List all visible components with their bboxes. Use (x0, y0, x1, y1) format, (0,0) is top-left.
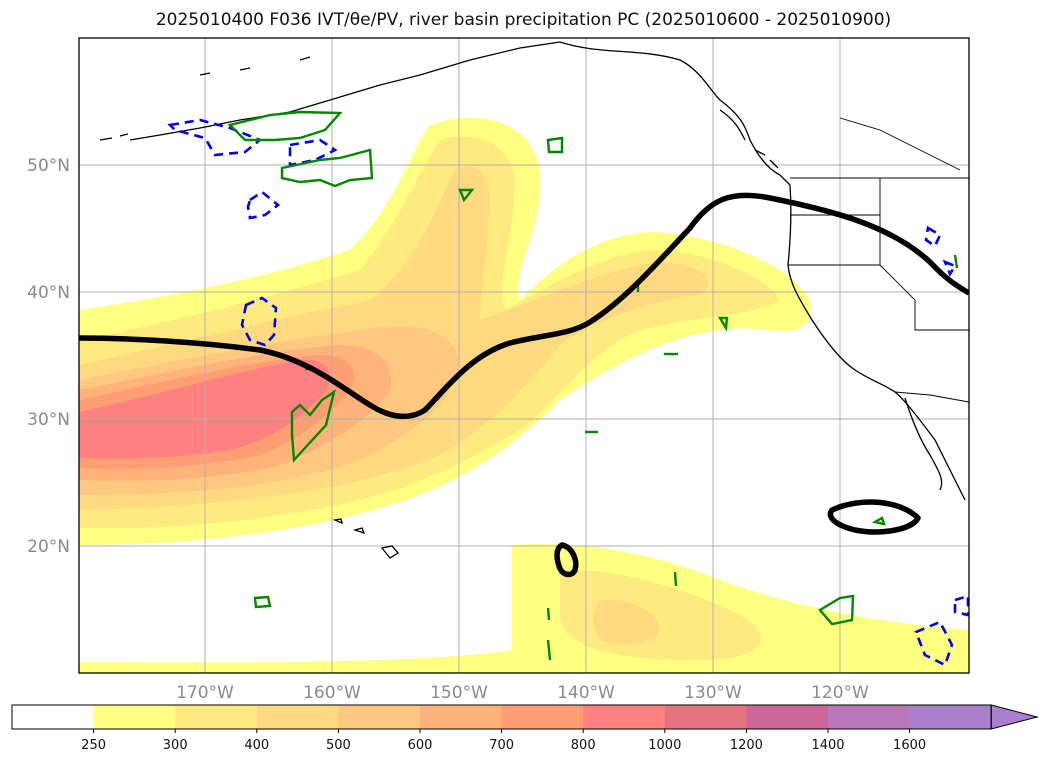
precip-contour-9 (717, 316, 729, 332)
pv-contour-4 (240, 296, 278, 347)
coast-hawaii-3 (332, 518, 343, 525)
precip-contour-8 (253, 595, 272, 609)
colorbar-bin (256, 705, 339, 729)
colorbar-bin (664, 705, 747, 729)
pv-contour-3 (246, 190, 281, 220)
map-layers (79, 38, 969, 673)
colorbar-tick-label: 400 (244, 738, 269, 753)
colorbar-bin (420, 705, 503, 729)
ivt-band-800 (79, 359, 330, 459)
lon-label-160w: 160°W (303, 683, 361, 703)
precip-contour-11 (546, 607, 551, 621)
theta-e-contour-south-1 (554, 542, 579, 578)
pv-contour-1 (167, 118, 263, 157)
border-us-mexico (894, 391, 969, 403)
lon-label-150w: 150°W (430, 683, 488, 703)
coast-gulf-of-alaska (559, 41, 966, 501)
precip-contour-3 (546, 136, 564, 154)
lat-label-20n: 20°N (27, 537, 70, 557)
coast-hawaii-1 (380, 545, 399, 559)
colorbar-tick-label: 1400 (811, 738, 844, 753)
map-frame (78, 37, 970, 674)
lat-label-50n: 50°N (27, 156, 70, 176)
precip-contour-12 (673, 571, 678, 587)
precip-contour-2 (280, 148, 374, 188)
colorbar-bin (583, 705, 666, 729)
colorbar-bin (12, 705, 95, 729)
colorbar-tick-label: 1600 (893, 738, 926, 753)
colorbar-tick-label: 700 (489, 738, 514, 753)
precip-contour-17 (953, 254, 959, 269)
theta-e-contour-main (79, 192, 969, 419)
colorbar-bin (175, 705, 258, 729)
colorbar-bin (93, 705, 176, 729)
theta-e-contours (79, 192, 969, 578)
pv-contour-7 (914, 620, 954, 667)
pv-contour-6 (942, 259, 957, 277)
colorbar-tick-label: 250 (81, 738, 106, 753)
pv-contour-8 (953, 594, 969, 617)
coast-hawaii-2 (352, 527, 366, 535)
precip-contour-10 (546, 639, 552, 661)
precip-contour-7 (871, 516, 886, 526)
lon-label-170w: 170°W (176, 683, 234, 703)
coast-baja (904, 397, 943, 491)
colorbar-tick-label: 1200 (730, 738, 763, 753)
lon-label-140w: 140°W (557, 683, 615, 703)
colorbar: 250 300 400 500 600 700 800 1000 1200 1400 1600 (11, 704, 1040, 753)
colorbar-bin (828, 705, 911, 729)
colorbar-tick-label: 800 (571, 738, 596, 753)
border-nv-ca (879, 264, 969, 331)
precip-contours (227, 110, 959, 661)
coast-aleutian-2 (99, 133, 129, 141)
colorbar-bin (501, 705, 584, 729)
lat-label-30n: 30°N (27, 410, 70, 430)
precip-contour-5 (290, 389, 336, 463)
pv-contours (167, 118, 969, 667)
political-borders (788, 117, 969, 403)
theta-e-contour-south-2 (827, 499, 921, 535)
coastlines (99, 41, 966, 559)
colorbar-tick-label: 600 (408, 738, 433, 753)
lon-label-130w: 130°W (684, 683, 742, 703)
lon-label-120w: 120°W (811, 683, 869, 703)
colorbar-bin (746, 705, 829, 729)
lat-label-40n: 40°N (27, 283, 70, 303)
coast-british-columbia (719, 109, 779, 169)
ivt-south-400 (593, 599, 660, 645)
colorbar-bin (338, 705, 421, 729)
precip-contour-6 (818, 594, 855, 626)
precip-contour-1 (227, 110, 343, 142)
coast-alaska-peninsula (129, 41, 561, 141)
colorbar-bin (909, 705, 992, 729)
colorbar-tick-label: 300 (163, 738, 188, 753)
chart-title: 2025010400 F036 IVT/θe/PV, river basin p… (155, 10, 892, 30)
coast-aleutian-1 (199, 56, 311, 76)
colorbar-extend-arrow (990, 704, 1040, 730)
graticule (79, 38, 969, 673)
colorbar-tick-label: 500 (326, 738, 351, 753)
border-alaska-canada (839, 117, 961, 171)
colorbar-tick-label: 1000 (648, 738, 681, 753)
ivt-shading (79, 117, 969, 673)
precip-contour-4 (458, 188, 475, 203)
